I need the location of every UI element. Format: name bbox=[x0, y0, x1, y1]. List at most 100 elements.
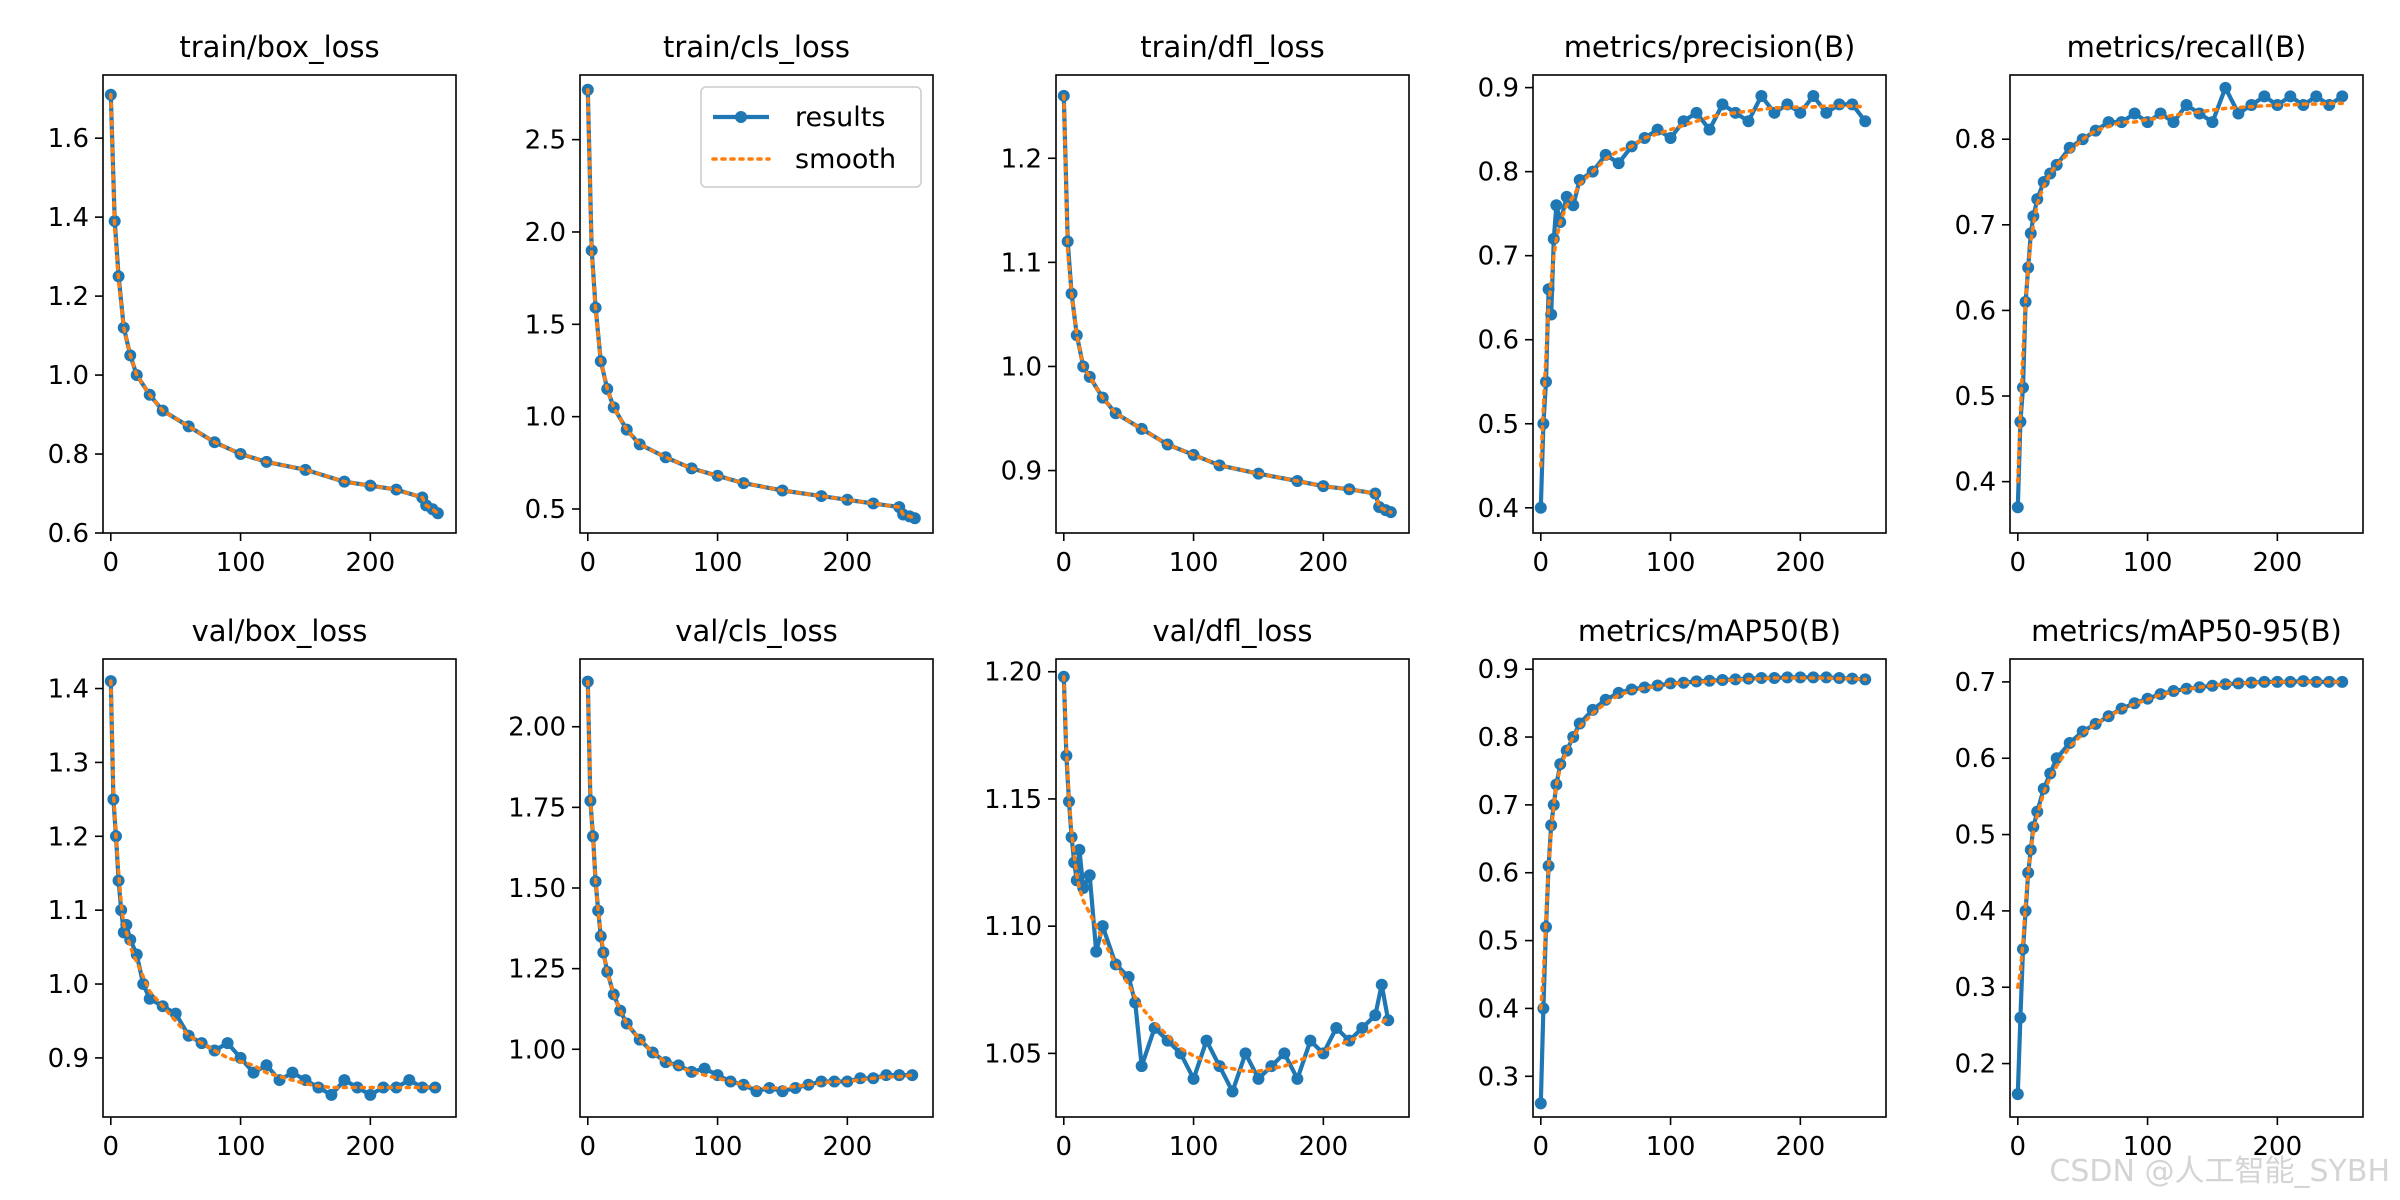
results-point bbox=[2011, 501, 2024, 514]
axes-frame bbox=[1055, 658, 1410, 1118]
results-point bbox=[1859, 115, 1872, 128]
y-tick-label: 0.9 bbox=[1001, 457, 1042, 487]
results-point bbox=[1716, 98, 1729, 111]
x-tick-label: 200 bbox=[346, 548, 396, 578]
subplot-title: train/dfl_loss bbox=[1140, 30, 1324, 64]
subplot-title: train/box_loss bbox=[179, 30, 379, 64]
series-smooth-line bbox=[1539, 104, 1867, 468]
legend-results-marker bbox=[735, 111, 747, 123]
y-tick-label: 0.8 bbox=[1955, 125, 1996, 155]
series-smooth-line bbox=[1062, 94, 1393, 515]
x-tick-label: 200 bbox=[346, 1132, 396, 1162]
results-point bbox=[1820, 671, 1833, 684]
results-point bbox=[906, 1069, 919, 1082]
results-point bbox=[221, 1037, 234, 1050]
x-tick-label: 0 bbox=[1533, 1132, 1550, 1162]
axes-frame bbox=[2009, 74, 2364, 534]
y-tick-label: 0.5 bbox=[1478, 927, 1519, 957]
results-point bbox=[2014, 415, 2027, 428]
results-point bbox=[1200, 1034, 1213, 1047]
axes-frame bbox=[1532, 74, 1887, 534]
results-point bbox=[299, 463, 312, 476]
results-point bbox=[351, 1081, 364, 1094]
y-tick-label: 1.6 bbox=[48, 124, 89, 154]
x-tick-label: 100 bbox=[2123, 548, 2173, 578]
y-tick-label: 0.5 bbox=[1955, 382, 1996, 412]
results-point bbox=[1291, 1072, 1304, 1085]
y-tick-label: 0.8 bbox=[1478, 723, 1519, 753]
results-point bbox=[815, 490, 828, 503]
y-tick-label: 0.8 bbox=[48, 440, 89, 470]
axes-frame bbox=[579, 74, 934, 534]
results-point bbox=[1226, 1085, 1239, 1098]
series-smooth-line bbox=[585, 679, 915, 1090]
y-tick-label: 1.5 bbox=[525, 310, 566, 340]
x-tick-label: 200 bbox=[2253, 1132, 2303, 1162]
results-point bbox=[867, 497, 880, 510]
results-point bbox=[2014, 1011, 2027, 1024]
x-tick-label: 100 bbox=[216, 548, 266, 578]
y-tick-label: 0.2 bbox=[1955, 1050, 1996, 1080]
results-point bbox=[325, 1088, 338, 1101]
results-point bbox=[2180, 98, 2193, 111]
y-tick-label: 0.9 bbox=[1478, 74, 1519, 104]
y-tick-label: 0.3 bbox=[1955, 973, 1996, 1003]
axes-frame bbox=[102, 658, 457, 1118]
results-point bbox=[416, 1081, 429, 1094]
series-smooth-line bbox=[2016, 101, 2344, 484]
y-tick-label: 1.20 bbox=[984, 658, 1042, 688]
results-point bbox=[2336, 90, 2349, 103]
results-point bbox=[1742, 115, 1755, 128]
y-tick-label: 1.1 bbox=[1001, 248, 1042, 278]
y-tick-label: 1.0 bbox=[48, 970, 89, 1000]
y-tick-label: 0.5 bbox=[1955, 821, 1996, 851]
y-tick-label: 1.10 bbox=[984, 912, 1042, 942]
results-point bbox=[2245, 676, 2258, 689]
x-tick-label: 100 bbox=[1169, 548, 1219, 578]
x-tick-label: 0 bbox=[1533, 548, 1550, 578]
x-tick-label: 100 bbox=[1169, 1132, 1219, 1162]
results-point bbox=[1096, 920, 1109, 933]
results-point bbox=[1330, 1021, 1343, 1034]
results-point bbox=[1703, 123, 1716, 136]
results-point bbox=[737, 1078, 750, 1091]
x-tick-label: 200 bbox=[1299, 548, 1349, 578]
legend-box bbox=[700, 86, 922, 188]
y-tick-label: 0.6 bbox=[1955, 296, 1996, 326]
subplot-title: train/cls_loss bbox=[663, 30, 850, 64]
y-tick-label: 2.0 bbox=[525, 218, 566, 248]
subplot-title: metrics/mAP50-95(B) bbox=[2031, 614, 2342, 648]
y-tick-label: 1.50 bbox=[508, 874, 566, 904]
series-smooth-line bbox=[1539, 676, 1867, 1011]
y-tick-label: 2.00 bbox=[508, 713, 566, 743]
results-point bbox=[2044, 767, 2057, 780]
results-point bbox=[1547, 798, 1560, 811]
series-results-line bbox=[1538, 675, 1866, 1104]
x-tick-label: 100 bbox=[216, 1132, 266, 1162]
subplot-title: metrics/mAP50(B) bbox=[1578, 614, 1841, 648]
subplot-title: metrics/precision(B) bbox=[1564, 30, 1856, 64]
subplot-train-dfl-loss: train/dfl_loss 0 100 200 0.9 1.0 1.1 1.2 bbox=[1001, 30, 1410, 578]
legend: results smooth bbox=[700, 86, 922, 188]
series-smooth-line bbox=[109, 92, 440, 516]
x-tick-label: 200 bbox=[823, 548, 873, 578]
results-point bbox=[143, 992, 156, 1005]
results-point bbox=[338, 1074, 351, 1087]
y-tick-label: 0.7 bbox=[1955, 211, 1996, 241]
legend-smooth-label: smooth bbox=[795, 144, 896, 175]
results-point bbox=[1129, 996, 1142, 1009]
y-tick-label: 1.15 bbox=[984, 785, 1042, 815]
x-tick-label: 0 bbox=[2010, 1132, 2027, 1162]
y-tick-label: 0.9 bbox=[48, 1044, 89, 1074]
x-tick-label: 0 bbox=[103, 1132, 120, 1162]
results-point bbox=[403, 1074, 416, 1087]
y-tick-label: 1.00 bbox=[508, 1035, 566, 1065]
subplot-val-cls-loss: val/cls_loss 0 100 200 1.00 1.25 1.50 1.75 2.00 bbox=[508, 614, 934, 1162]
results-point bbox=[2232, 107, 2245, 120]
watermark: CSDN @人工智能_SYBH bbox=[2049, 1154, 2390, 1189]
y-tick-label: 1.05 bbox=[984, 1039, 1042, 1069]
axes-frame bbox=[1532, 658, 1887, 1118]
results-point bbox=[841, 493, 854, 506]
results-point bbox=[2115, 116, 2128, 129]
y-tick-label: 1.3 bbox=[48, 748, 89, 778]
